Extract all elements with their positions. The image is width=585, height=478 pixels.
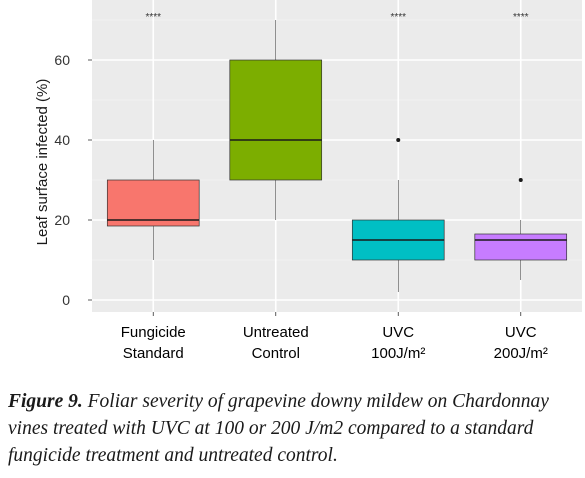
box-plot: **** **** **** 0 20 40 60 Fungicide Standard Un…: [34, 0, 582, 362]
y-tick-label: 0: [62, 292, 70, 308]
y-axis-label: Leaf surface infected (%): [34, 79, 51, 246]
box-2: [229, 20, 323, 220]
y-tick-label: 20: [54, 212, 70, 228]
caption-text: Foliar severity of grapevine downy milde…: [8, 391, 549, 466]
box-3: ****: [351, 12, 445, 292]
x-category-label: Fungicide Standard: [121, 324, 186, 362]
x-category-label: UVC 200J/m²: [494, 324, 548, 362]
outlier-point: [518, 178, 523, 182]
box-4: ****: [474, 12, 568, 280]
significance-label: ****: [145, 12, 161, 23]
significance-label: ****: [513, 12, 529, 23]
y-tick-label: 60: [54, 52, 70, 68]
plot-panel: [92, 0, 582, 312]
y-tick-label: 40: [54, 132, 70, 148]
x-category-label: Untreated Control: [243, 324, 309, 362]
outlier-point: [396, 138, 401, 142]
box-iqr: [474, 233, 568, 261]
figure-caption: Figure 9. Foliar severity of grapevine d…: [8, 388, 583, 469]
box-iqr: [229, 59, 323, 181]
significance-label: ****: [390, 12, 406, 23]
box-iqr: [106, 179, 200, 227]
x-category-label: UVC 100J/m²: [371, 324, 425, 362]
figure-number: Figure 9.: [8, 391, 83, 412]
box-1: ****: [106, 12, 200, 260]
